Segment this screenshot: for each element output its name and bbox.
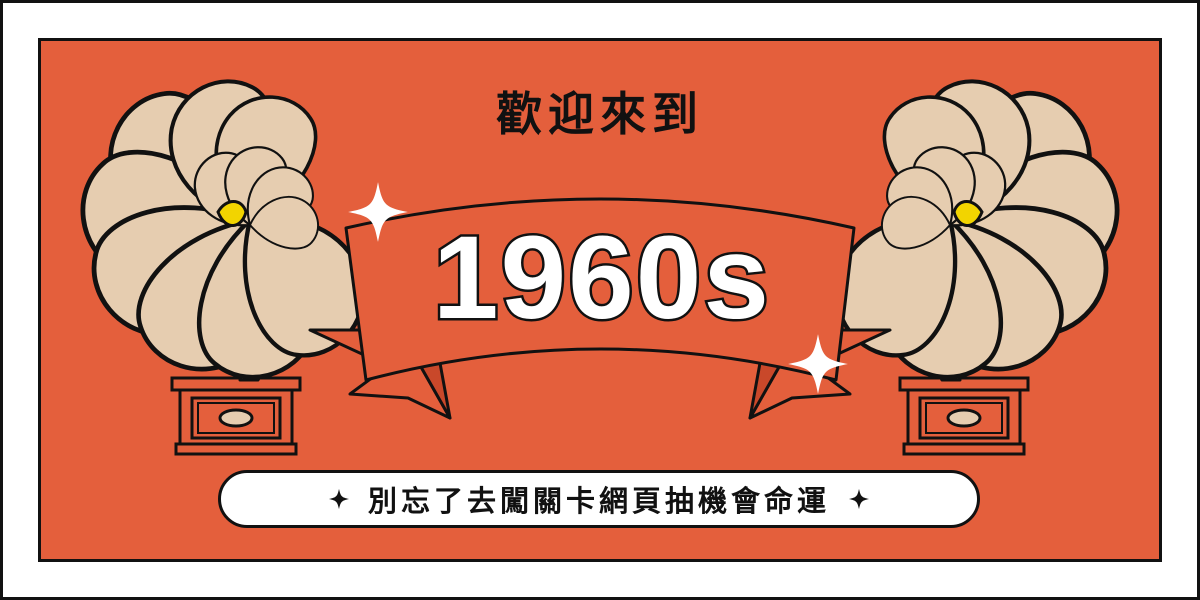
welcome-heading: 歡迎來到 <box>496 87 704 141</box>
cta-pill[interactable]: 別忘了去闖關卡網頁抽機會命運 <box>218 470 980 528</box>
cta-text: 別忘了去闖關卡網頁抽機會命運 <box>367 484 830 518</box>
four-point-star-icon <box>328 488 350 510</box>
decade-title: 1960s <box>433 212 771 344</box>
four-point-star-icon <box>848 488 870 510</box>
